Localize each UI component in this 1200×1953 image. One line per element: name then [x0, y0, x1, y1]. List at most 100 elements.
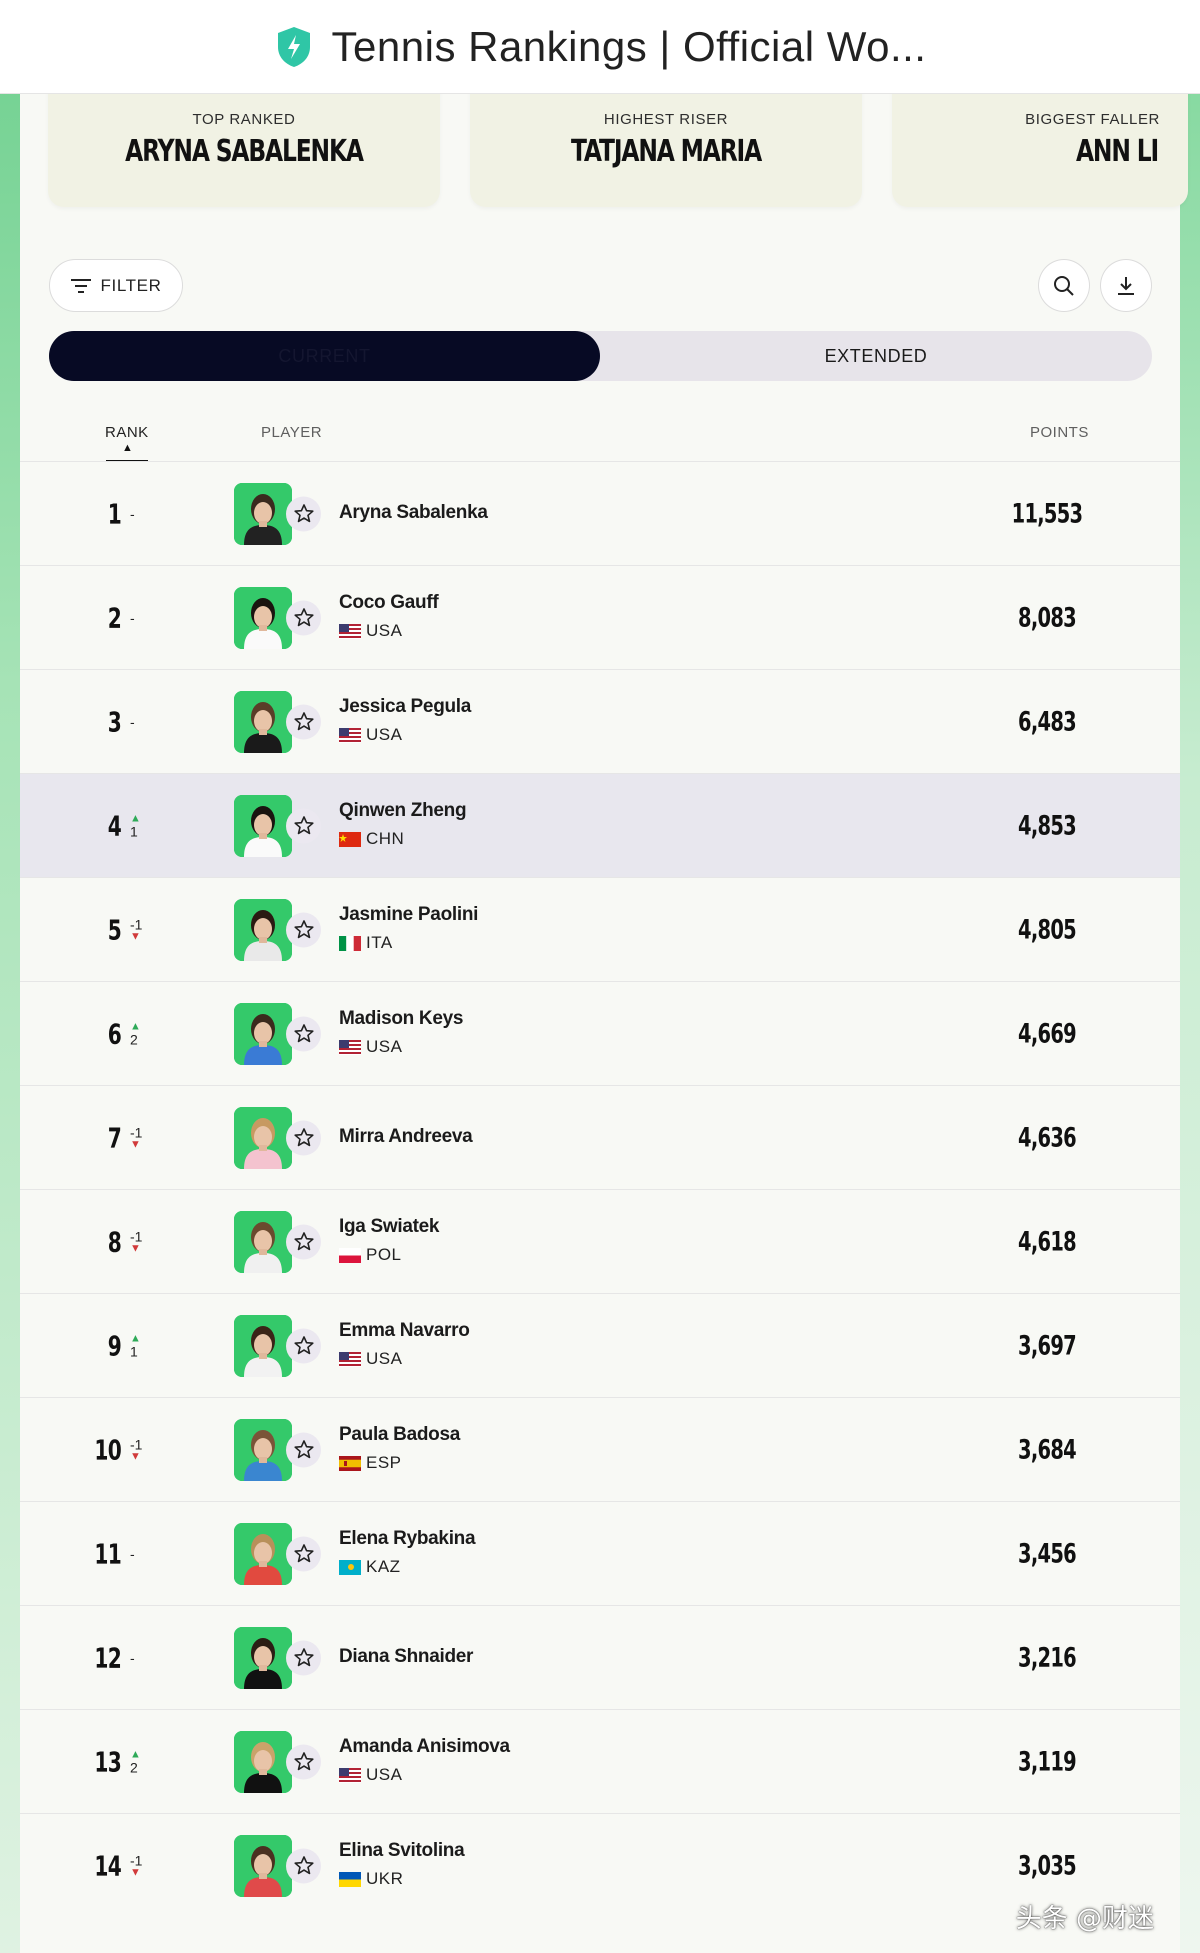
favorite-button[interactable] — [286, 1120, 321, 1155]
player-name[interactable]: Aryna Sabalenka — [339, 502, 488, 523]
player-avatar[interactable] — [234, 898, 292, 961]
table-row[interactable]: 2- Coco Gauff USA 8,083 — [20, 565, 1180, 669]
table-row[interactable]: 13 ▲ 2 Amanda Anisimova USA 3,119 — [20, 1709, 1180, 1813]
player-country: USA — [339, 1765, 402, 1785]
favorite-button[interactable] — [286, 808, 321, 843]
player-country: USA — [339, 1349, 402, 1369]
player-name[interactable]: Diana Shnaider — [339, 1646, 474, 1667]
rank-movement: -1 ▼ — [130, 1229, 150, 1254]
player-points: 4,669 — [1018, 1018, 1077, 1049]
search-button[interactable] — [1038, 259, 1090, 312]
country-code: USA — [366, 1765, 403, 1784]
player-name[interactable]: Amanda Anisimova — [339, 1736, 510, 1757]
country-code: CHN — [366, 829, 405, 848]
player-country: USA — [339, 1037, 402, 1057]
player-name[interactable]: Iga Swiatek — [339, 1216, 440, 1237]
table-row[interactable]: 11- Elena Rybakina KAZ 3,456 — [20, 1501, 1180, 1605]
player-points: 4,636 — [1018, 1122, 1077, 1153]
page-edge-right — [1180, 0, 1200, 1953]
player-points: 8,083 — [1018, 602, 1077, 633]
table-row[interactable]: 10 -1 ▼ Paula Badosa ESP 3,684 — [20, 1397, 1180, 1501]
player-name[interactable]: Paula Badosa — [339, 1424, 461, 1445]
player-name[interactable]: Mirra Andreeva — [339, 1126, 473, 1147]
favorite-button[interactable] — [286, 1016, 321, 1051]
column-header-points[interactable]: POINTS — [1030, 424, 1089, 441]
player-avatar[interactable] — [234, 690, 292, 753]
table-row[interactable]: 8 -1 ▼ Iga Swiatek POL 4,618 — [20, 1189, 1180, 1293]
favorite-button[interactable] — [286, 1848, 321, 1883]
player-name[interactable]: Elena Rybakina — [339, 1528, 476, 1549]
column-header-player[interactable]: PLAYER — [261, 424, 323, 441]
arrow-up-icon: ▲ — [130, 1020, 141, 1032]
player-name[interactable]: Jessica Pegula — [339, 696, 472, 717]
favorite-button[interactable] — [286, 1224, 321, 1259]
favorite-button[interactable] — [286, 1744, 321, 1779]
tab-current[interactable]: CURRENT — [49, 331, 600, 381]
page-edge-left — [0, 0, 20, 1953]
player-name[interactable]: Emma Navarro — [339, 1320, 470, 1341]
player-name[interactable]: Jasmine Paolini — [339, 904, 479, 925]
favorite-button[interactable] — [286, 1640, 321, 1675]
player-name[interactable]: Elina Svitolina — [339, 1840, 465, 1861]
player-avatar[interactable] — [234, 1106, 292, 1169]
player-name[interactable]: Madison Keys — [339, 1008, 464, 1029]
flag-icon — [339, 1455, 361, 1471]
rank-number: 9 — [107, 1329, 122, 1362]
rank-number: 11 — [94, 1537, 121, 1570]
player-avatar[interactable] — [234, 1314, 292, 1377]
player-avatar[interactable] — [234, 1210, 292, 1273]
filter-button[interactable]: FILTER — [49, 259, 183, 312]
card-label: HIGHEST RISER — [603, 111, 729, 128]
table-row[interactable]: 1- Aryna Sabalenka 11,553 — [20, 461, 1180, 565]
table-row[interactable]: 9 ▲ 1 Emma Navarro USA 3,697 — [20, 1293, 1180, 1397]
player-avatar[interactable] — [234, 586, 292, 649]
star-icon — [293, 1544, 314, 1563]
table-row[interactable]: 3- Jessica Pegula USA 6,483 — [20, 669, 1180, 773]
star-icon — [293, 712, 314, 731]
player-avatar[interactable] — [234, 1626, 292, 1689]
rank-number: 12 — [94, 1641, 121, 1674]
player-avatar[interactable] — [234, 794, 292, 857]
favorite-button[interactable] — [286, 704, 321, 739]
rank-number: 3 — [107, 705, 122, 738]
player-avatar[interactable] — [234, 482, 292, 545]
player-avatar[interactable] — [234, 1834, 292, 1897]
favorite-button[interactable] — [286, 1536, 321, 1571]
table-row[interactable]: 12- Diana Shnaider 3,216 — [20, 1605, 1180, 1709]
rank-movement: ▲ 2 — [130, 1020, 150, 1047]
player-country: POL — [339, 1245, 402, 1265]
rank-number: 4 — [107, 809, 122, 842]
rank-movement: - — [130, 1545, 135, 1562]
flag-icon — [339, 1767, 361, 1783]
player-avatar[interactable] — [234, 1730, 292, 1793]
table-row[interactable]: 5 -1 ▼ Jasmine Paolini ITA 4,805 — [20, 877, 1180, 981]
table-row[interactable]: 4 ▲ 1 Qinwen Zheng CHN 4,853 — [20, 773, 1180, 877]
download-button[interactable] — [1100, 259, 1152, 312]
favorite-button[interactable] — [286, 600, 321, 635]
card-biggest-faller[interactable]: BIGGEST FALLER ANN LI — [892, 84, 1188, 207]
favorite-button[interactable] — [286, 912, 321, 947]
player-avatar[interactable] — [234, 1002, 292, 1065]
card-highest-riser[interactable]: HIGHEST RISER TATJANA MARIA — [470, 84, 862, 207]
movement-value: -1 — [130, 916, 143, 932]
flag-icon — [339, 1559, 361, 1575]
favorite-button[interactable] — [286, 1328, 321, 1363]
favorite-button[interactable] — [286, 496, 321, 531]
player-points: 3,456 — [1018, 1538, 1077, 1569]
column-header-rank[interactable]: RANK — [105, 424, 149, 441]
table-row[interactable]: 6 ▲ 2 Madison Keys USA 4,669 — [20, 981, 1180, 1085]
player-avatar[interactable] — [234, 1522, 292, 1585]
player-avatar[interactable] — [234, 1418, 292, 1481]
player-country: ESP — [339, 1453, 402, 1473]
tab-extended[interactable]: EXTENDED — [824, 345, 928, 366]
table-row[interactable]: 14 -1 ▼ Elina Svitolina UKR 3,035 — [20, 1813, 1180, 1917]
star-icon — [293, 504, 314, 523]
table-row[interactable]: 7 -1 ▼ Mirra Andreeva 4,636 — [20, 1085, 1180, 1189]
card-top-ranked[interactable]: TOP RANKED ARYNA SABALENKA — [48, 84, 440, 207]
flag-icon — [339, 1039, 361, 1055]
favorite-button[interactable] — [286, 1432, 321, 1467]
player-name[interactable]: Qinwen Zheng — [339, 800, 467, 821]
watermark: 头条 @财迷 — [1015, 1904, 1154, 1934]
player-name[interactable]: Coco Gauff — [339, 592, 439, 613]
star-icon — [293, 1752, 314, 1771]
